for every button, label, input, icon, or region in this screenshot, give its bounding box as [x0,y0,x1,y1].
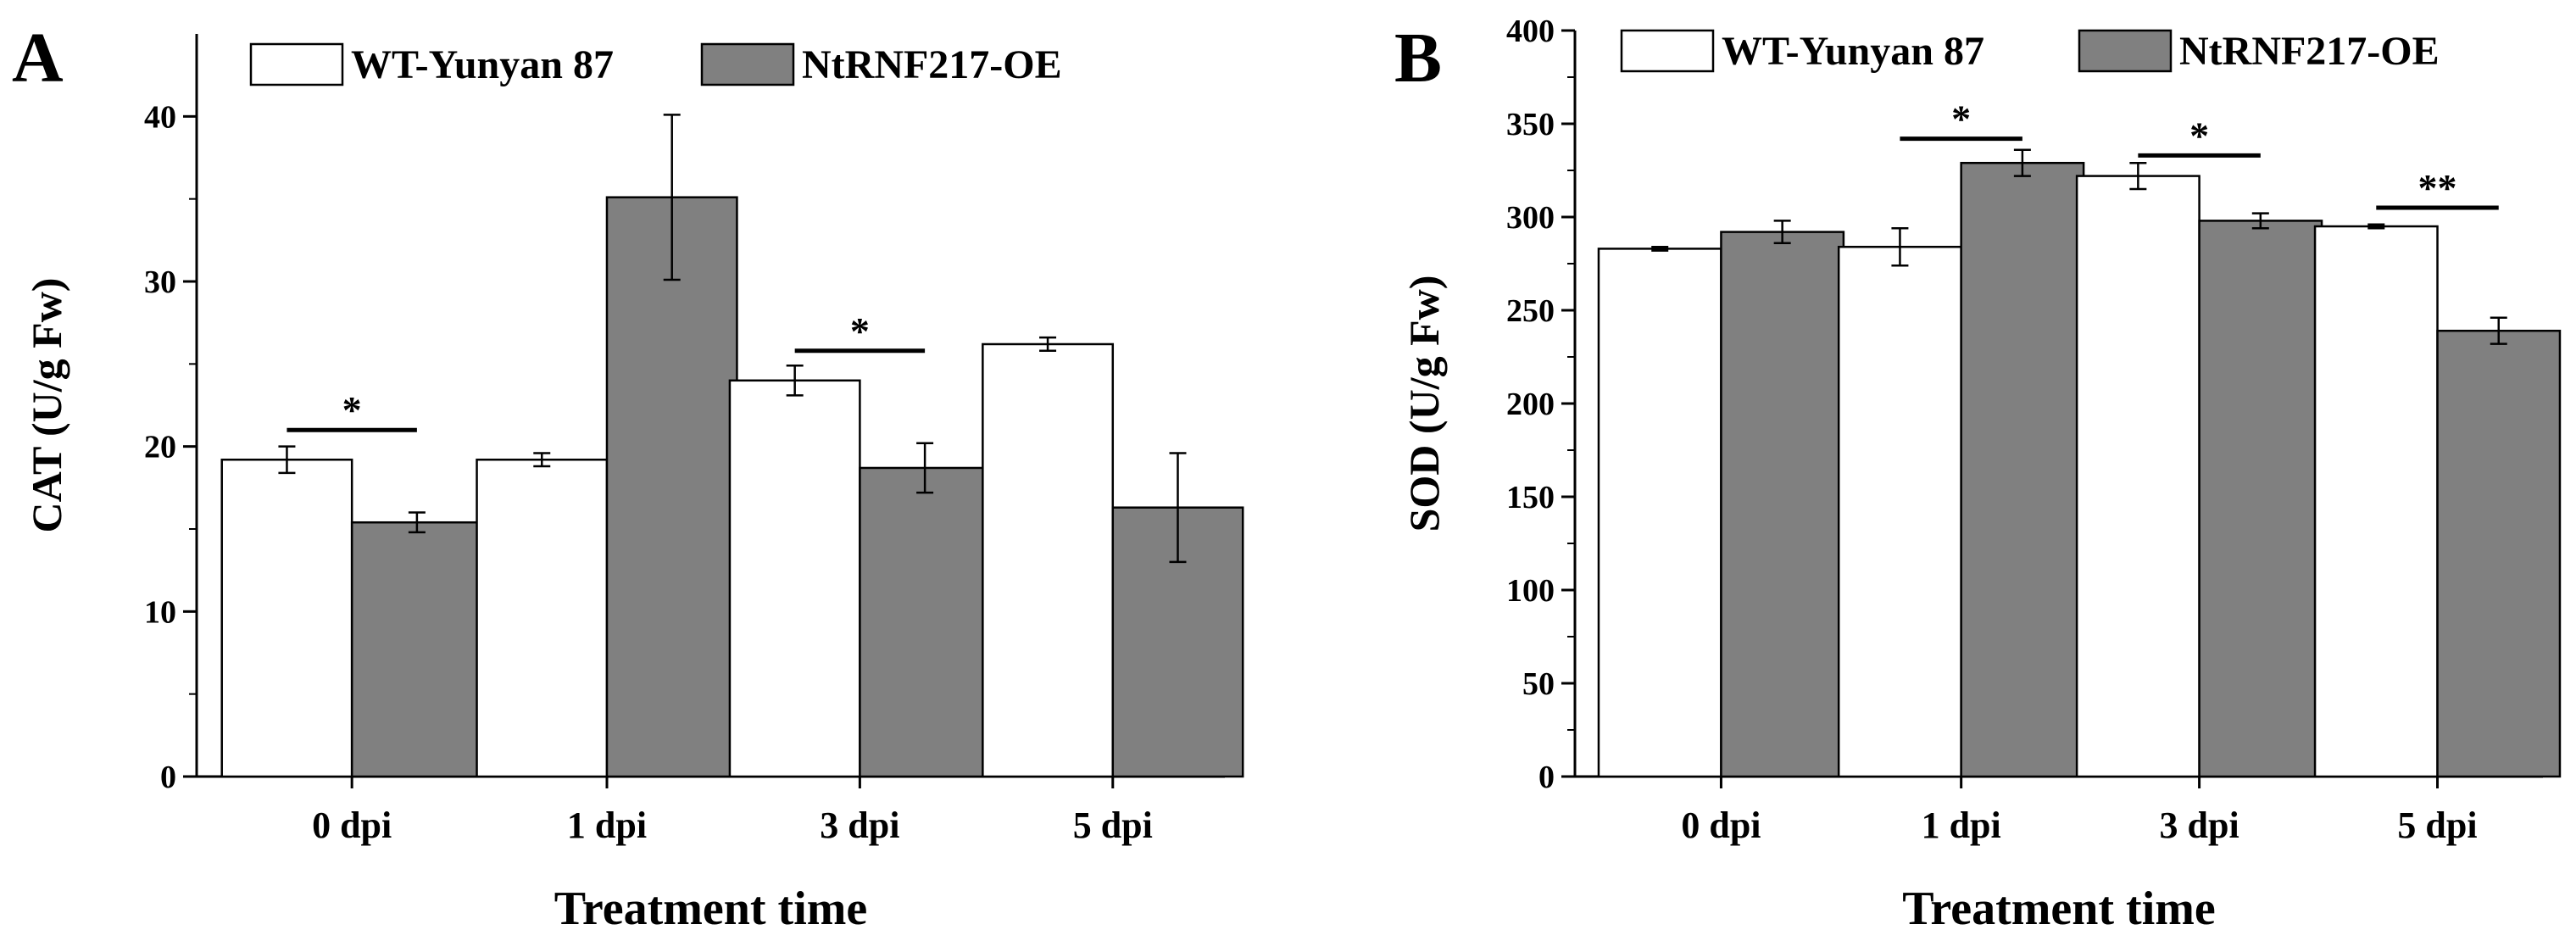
panel-b-category-label: 3 dpi [2160,805,2239,846]
panel-b-legend-label: NtRNF217-OE [2179,29,2440,74]
panel-a-bar-wt [477,459,607,777]
panel-b-bar-oe [1961,163,2084,777]
panel-b-ytick-label: 100 [1506,573,1555,609]
panel-a-ytick-label: 20 [144,430,176,465]
panel-b-category-label: 5 dpi [2397,805,2477,846]
panel-a-category-label: 0 dpi [312,805,392,846]
panel-b-letter: B [1394,19,1442,97]
panel-b-significance-label: * [1951,97,1971,141]
panel-b-ytick-label: 50 [1522,666,1555,702]
panel-a-category-label: 3 dpi [820,805,899,846]
panel-b-legend-swatch [2079,31,2171,71]
panel-b-bar-wt [2077,176,2199,777]
panel-b-significance-label: * [2189,114,2209,157]
panel-a-category-label: 5 dpi [1073,805,1153,846]
panel-a-legend-swatch [251,44,342,85]
panel-a-ytick-label: 40 [144,99,176,135]
panel-a-category-label: 1 dpi [567,805,647,846]
panel-b-bar-wt [1599,248,1721,777]
panel-a-significance-label: * [850,309,870,353]
panel-a-bar-wt [730,381,860,777]
panel-a-bar-oe [860,468,989,777]
panel-b-ytick-label: 400 [1506,14,1555,49]
panel-b-ytick-label: 300 [1506,200,1555,236]
panel-b-ytick-label: 200 [1506,387,1555,422]
panel-b-category-label: 0 dpi [1681,805,1761,846]
panel-a-bar-wt [222,459,352,777]
panel-b-y-title: SOD (U/g Fw) [1400,276,1448,532]
panel-a-ytick-label: 10 [144,594,176,630]
panel-a-significance-label: * [342,388,362,432]
panel-a-bar-oe [607,198,737,777]
panel-b-ytick-label: 250 [1506,293,1555,329]
panel-a-legend-label: NtRNF217-OE [802,42,1062,87]
panel-a-ytick-label: 0 [160,760,176,795]
panel-b-legend-swatch [1622,31,1713,71]
panel-b-ytick-label: 150 [1506,480,1555,515]
panel-b-bar-oe [1721,232,1843,777]
panel-b-bar-wt [2315,226,2437,777]
panel-b-ytick-label: 350 [1506,107,1555,142]
figure: A 0 10 20 30 40 CAT (U/g Fw) 0 dpi 1 dpi 3 dpi 5 d… [0,0,2576,941]
panel-a-x-title: Treatment time [554,883,868,935]
panel-b-significance-label: ** [2418,166,2457,209]
panel-b-x-title: Treatment time [1902,883,2216,935]
panel-b-bar-oe [2200,220,2322,777]
panel-a-legend-swatch [702,44,793,85]
panel-b-category-label: 1 dpi [1922,805,2001,846]
panel-a-y-title: CAT (U/g Fw) [23,278,70,533]
panel-b-ytick-label: 0 [1538,760,1555,795]
panel-a-ytick-label: 30 [144,264,176,300]
panel-b-bar-wt [1839,247,1961,777]
panel-a-bar-oe [352,522,481,777]
panel-b-bar-oe [2438,331,2560,777]
panel-a-legend-label: WT-Yunyan 87 [351,42,614,87]
panel-b-legend-label: WT-Yunyan 87 [1722,29,1984,74]
panel-a-bar-wt [982,344,1112,777]
panel-a-letter: A [12,19,64,97]
